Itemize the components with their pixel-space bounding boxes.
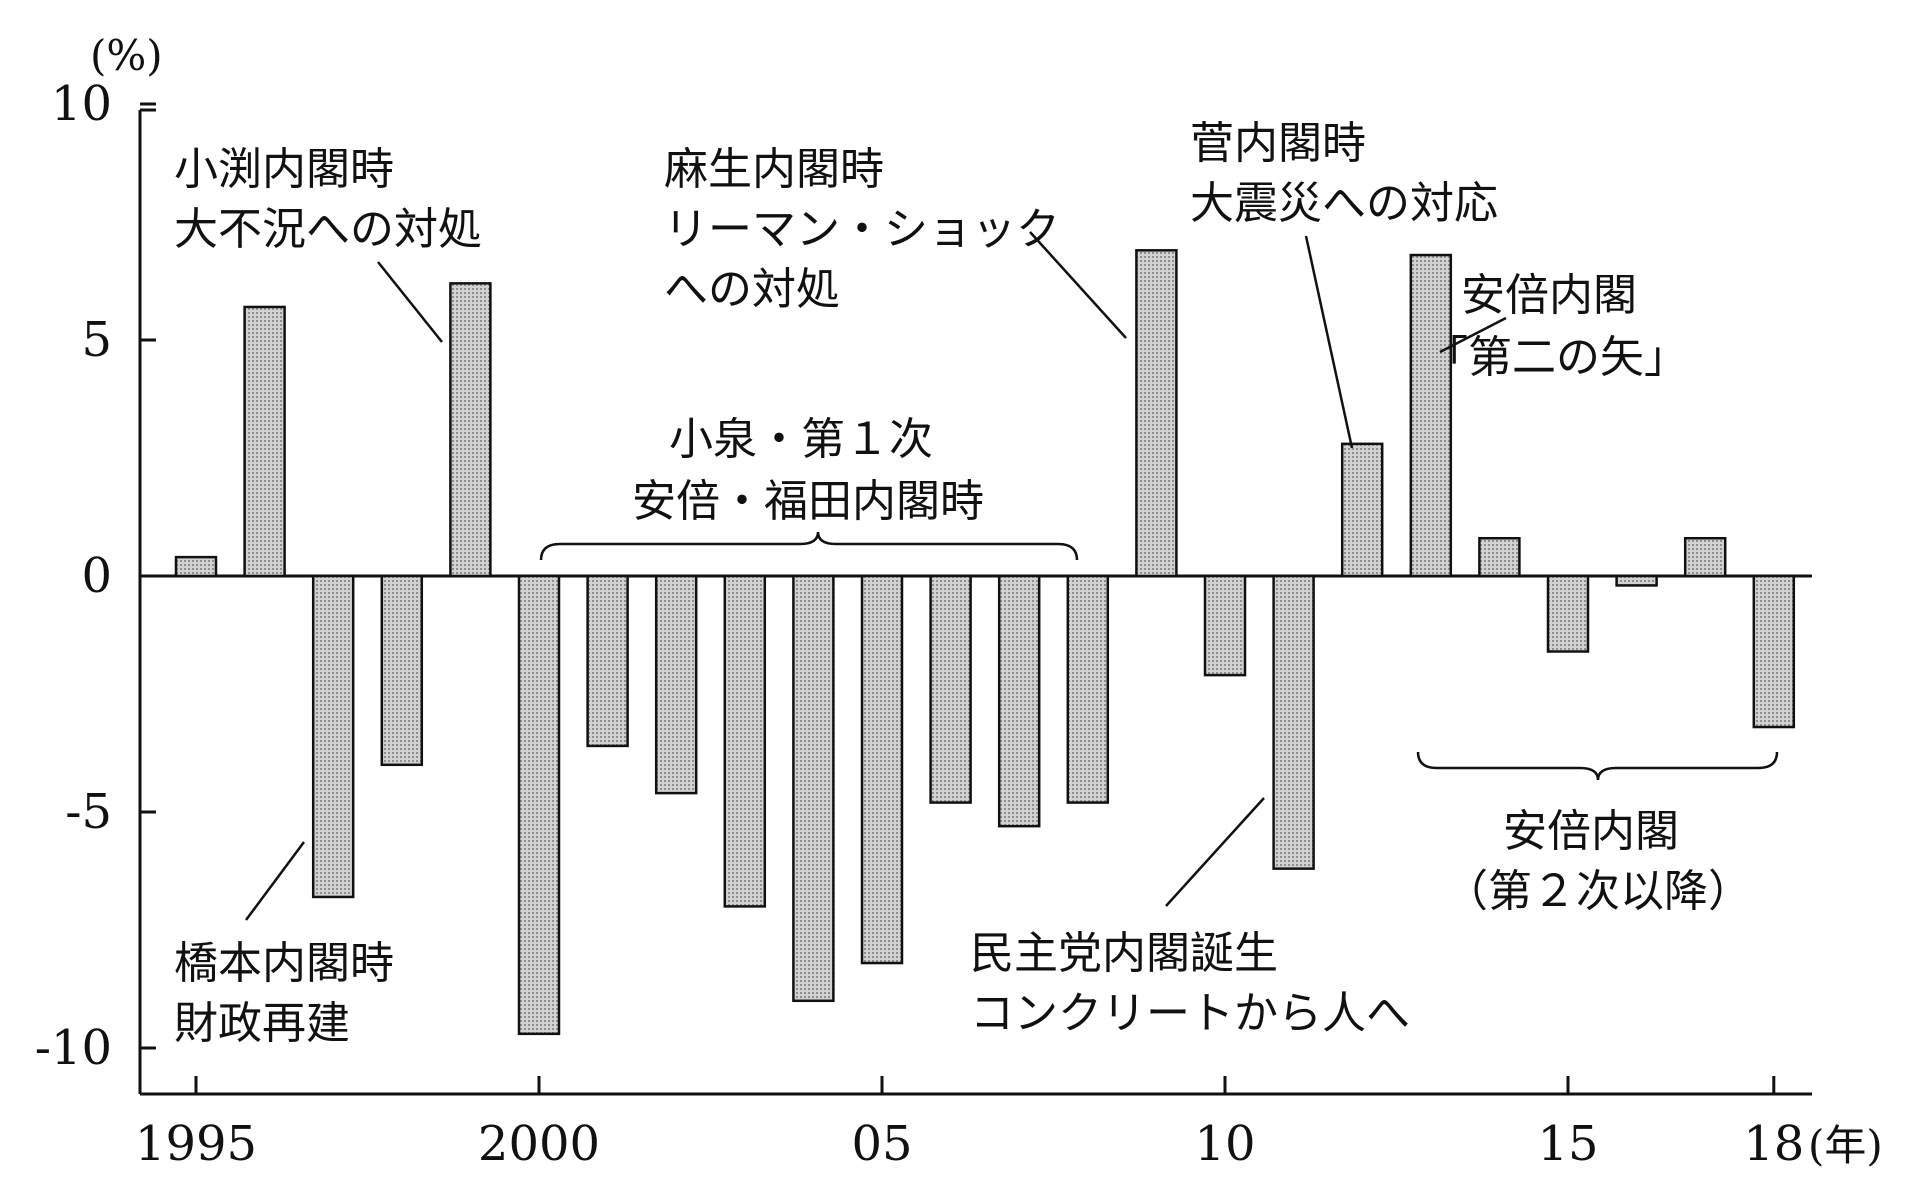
leader-minshu [1165,797,1265,907]
bar-2005 [860,574,904,965]
bar-2011 [1272,574,1315,870]
bar-2004 [792,574,835,1003]
y-tick-label: 10 [51,76,112,132]
x-tick-label: 2000 [478,1116,600,1172]
bar-2018 [1752,574,1796,729]
bar-2010 [1203,574,1247,677]
x-tick-label: 18 [1743,1116,1804,1172]
annotation-aso: 麻生内閣時 リーマン・ショック への対処 [664,144,1074,315]
y-unit-label: (%) [90,31,163,80]
bar-1998 [380,574,424,767]
leader-obuchi [377,261,443,343]
annotation-obuchi: 小渕内閣時 大不況への対処 [174,144,482,255]
y-tick-label: -5 [65,784,112,840]
bar-1995 [174,555,218,578]
annotation-koizumi: 小泉・第１次 安倍・福田内閣時 [632,414,984,527]
annotation-hashimoto: 橋本内閣時 財政再建 [174,938,408,1049]
bar-2002 [654,574,698,795]
leader-hashimoto [244,841,306,921]
y-tick-label: -10 [35,1020,112,1076]
brace-koizumi [539,531,1079,561]
leader-abe-arrow [1439,316,1507,354]
leader-lines [244,231,1779,921]
bar-1996 [243,305,286,578]
bar-2012 [1340,442,1384,578]
leader-aso [1029,231,1127,339]
x-tick-label: 05 [851,1116,912,1172]
bar-2008 [1066,574,1110,804]
annotation-kan: 菅内閣時 大震災への対応 [1190,118,1498,229]
y-tick-label: 0 [81,548,112,604]
x-ticks: 1995 2000 05 10 15 18 [135,1076,1804,1172]
bar-1999 [449,282,492,578]
bar-2007 [997,574,1041,828]
bar-2001 [586,574,629,748]
bar-2013 [1409,253,1453,578]
annotation-abe-arrow: 安倍内閣 「第二の矢」 [1424,270,1688,383]
bar-1997 [311,574,355,899]
x-unit-label: (年) [1808,1121,1883,1170]
bar-2000 [517,574,561,1036]
bars [174,249,1796,1036]
x-tick-label: 15 [1537,1116,1598,1172]
y-ticks: 10 5 0 -5 -10 [35,76,156,1076]
brace-abe2 [1416,751,1779,781]
y-tick-label: 5 [81,312,112,368]
bar-2017 [1683,536,1727,578]
bar-2015 [1546,574,1590,653]
annotation-minshu: 民主党内閣誕生 コンクリートから人へ [970,928,1410,1039]
annotations: 小渕内閣時 大不況への対処 麻生内閣時 リーマン・ショック への対処 菅内閣時 … [174,118,1752,1049]
bar-2006 [929,574,972,804]
bar-2014 [1478,536,1521,578]
x-tick-label: 10 [1194,1116,1255,1172]
x-tick-label: 1995 [135,1116,257,1172]
bar-2009 [1135,249,1178,578]
leader-kan [1304,235,1354,449]
bar-2003 [723,574,767,908]
annotation-abe2: 安倍内閣 （第２次以降） [1444,806,1752,917]
bar-2016 [1615,574,1658,587]
